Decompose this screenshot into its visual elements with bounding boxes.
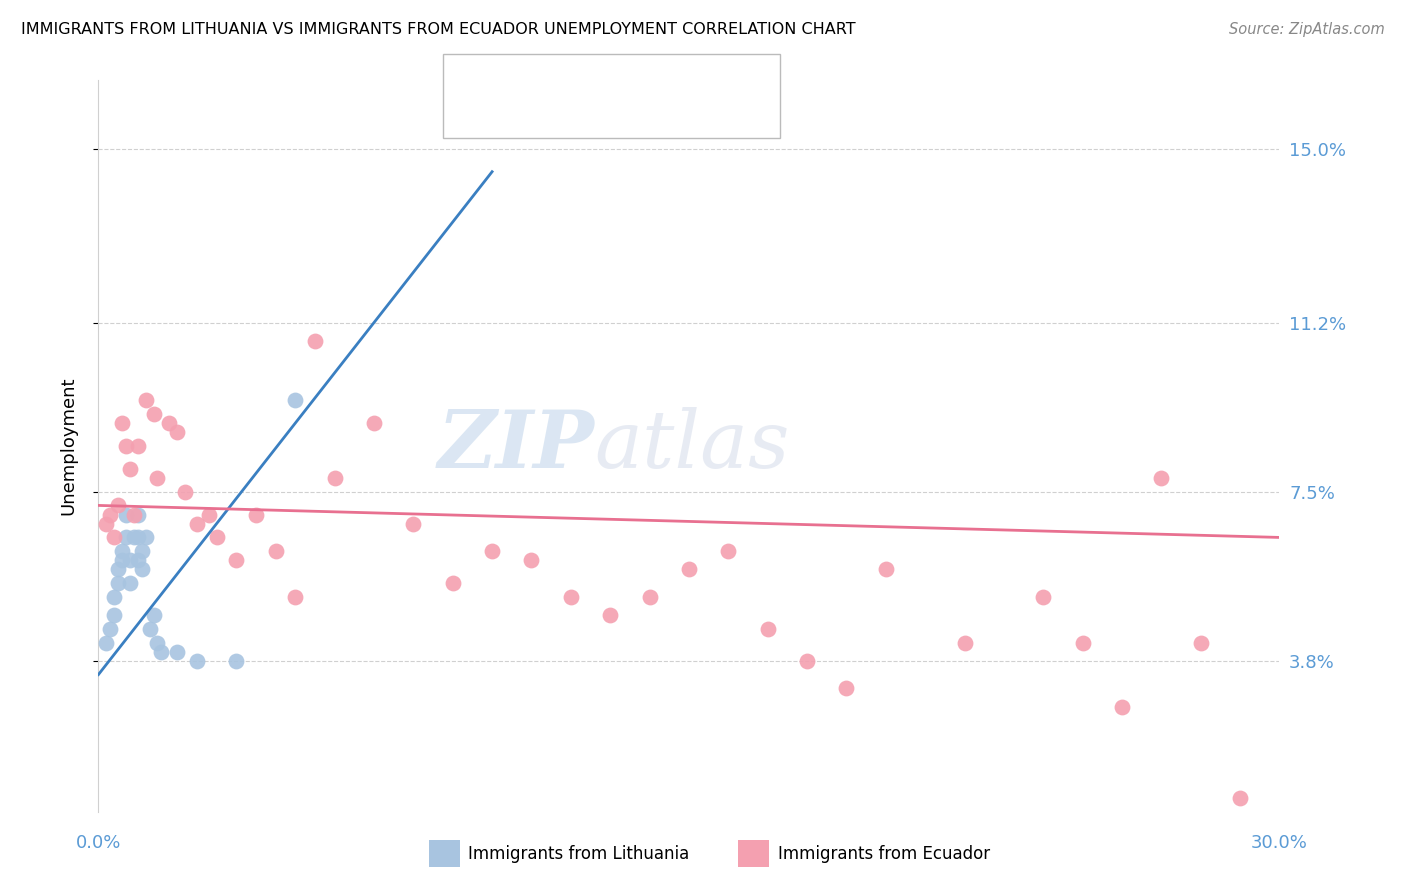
Point	[599, 608, 621, 623]
Point	[323, 471, 346, 485]
Point	[205, 530, 228, 544]
Point	[98, 508, 121, 522]
Point	[107, 499, 129, 513]
Point	[304, 334, 326, 348]
Point	[166, 425, 188, 440]
Text: atlas: atlas	[595, 408, 790, 484]
Point	[363, 416, 385, 430]
Y-axis label: Unemployment: Unemployment	[59, 376, 77, 516]
Point	[1111, 699, 1133, 714]
Point	[678, 562, 700, 576]
Point	[135, 393, 157, 408]
Point	[441, 576, 464, 591]
Point	[186, 516, 208, 531]
Point	[1032, 590, 1054, 604]
Point	[157, 416, 180, 430]
Point	[1189, 635, 1212, 649]
Point	[103, 530, 125, 544]
Point	[107, 562, 129, 576]
Point	[115, 508, 138, 522]
Text: 30.0%: 30.0%	[1251, 834, 1308, 852]
Point	[127, 508, 149, 522]
Point	[111, 544, 134, 558]
Point	[103, 608, 125, 623]
Point	[127, 439, 149, 453]
Point	[264, 544, 287, 558]
Point	[103, 590, 125, 604]
Point	[560, 590, 582, 604]
Point	[135, 530, 157, 544]
Point	[150, 645, 173, 659]
Point	[118, 462, 141, 476]
Point	[142, 608, 165, 623]
Point	[174, 484, 197, 499]
Point	[284, 393, 307, 408]
Point	[953, 635, 976, 649]
Text: Immigrants from Ecuador: Immigrants from Ecuador	[778, 845, 990, 863]
Text: R =: R =	[495, 109, 533, 127]
Point	[115, 439, 138, 453]
Point	[118, 576, 141, 591]
Point	[127, 530, 149, 544]
Point	[197, 508, 219, 522]
Point	[875, 562, 897, 576]
Point	[284, 590, 307, 604]
Text: N =: N =	[600, 109, 640, 127]
Text: ZIP: ZIP	[437, 408, 595, 484]
Point	[166, 645, 188, 659]
Point	[96, 516, 118, 531]
Point	[481, 544, 503, 558]
Point	[111, 553, 134, 567]
Text: Source: ZipAtlas.com: Source: ZipAtlas.com	[1229, 22, 1385, 37]
Point	[111, 416, 134, 430]
Point	[96, 635, 118, 649]
Point	[835, 681, 858, 696]
Point	[127, 553, 149, 567]
Text: -0.051: -0.051	[534, 109, 596, 127]
Point	[756, 622, 779, 636]
Text: IMMIGRANTS FROM LITHUANIA VS IMMIGRANTS FROM ECUADOR UNEMPLOYMENT CORRELATION CH: IMMIGRANTS FROM LITHUANIA VS IMMIGRANTS …	[21, 22, 856, 37]
Point	[138, 622, 160, 636]
Point	[1071, 635, 1094, 649]
Point	[115, 530, 138, 544]
Text: 45: 45	[636, 109, 659, 127]
Text: 0.743: 0.743	[534, 73, 589, 91]
Point	[225, 553, 247, 567]
Point	[520, 553, 543, 567]
Point	[1150, 471, 1173, 485]
Text: 0.0%: 0.0%	[76, 834, 121, 852]
Point	[638, 590, 661, 604]
Point	[146, 471, 169, 485]
Point	[122, 530, 145, 544]
Point	[1229, 791, 1251, 805]
Text: Immigrants from Lithuania: Immigrants from Lithuania	[468, 845, 689, 863]
Point	[717, 544, 740, 558]
Point	[402, 516, 425, 531]
Point	[131, 544, 153, 558]
Point	[146, 635, 169, 649]
Point	[186, 654, 208, 668]
Point	[796, 654, 818, 668]
Point	[118, 553, 141, 567]
Text: 27: 27	[636, 73, 659, 91]
Text: R =: R =	[495, 73, 533, 91]
Point	[131, 562, 153, 576]
Point	[122, 508, 145, 522]
Point	[107, 576, 129, 591]
Point	[98, 622, 121, 636]
Point	[142, 407, 165, 421]
Point	[245, 508, 267, 522]
Text: N =: N =	[600, 73, 640, 91]
Point	[225, 654, 247, 668]
